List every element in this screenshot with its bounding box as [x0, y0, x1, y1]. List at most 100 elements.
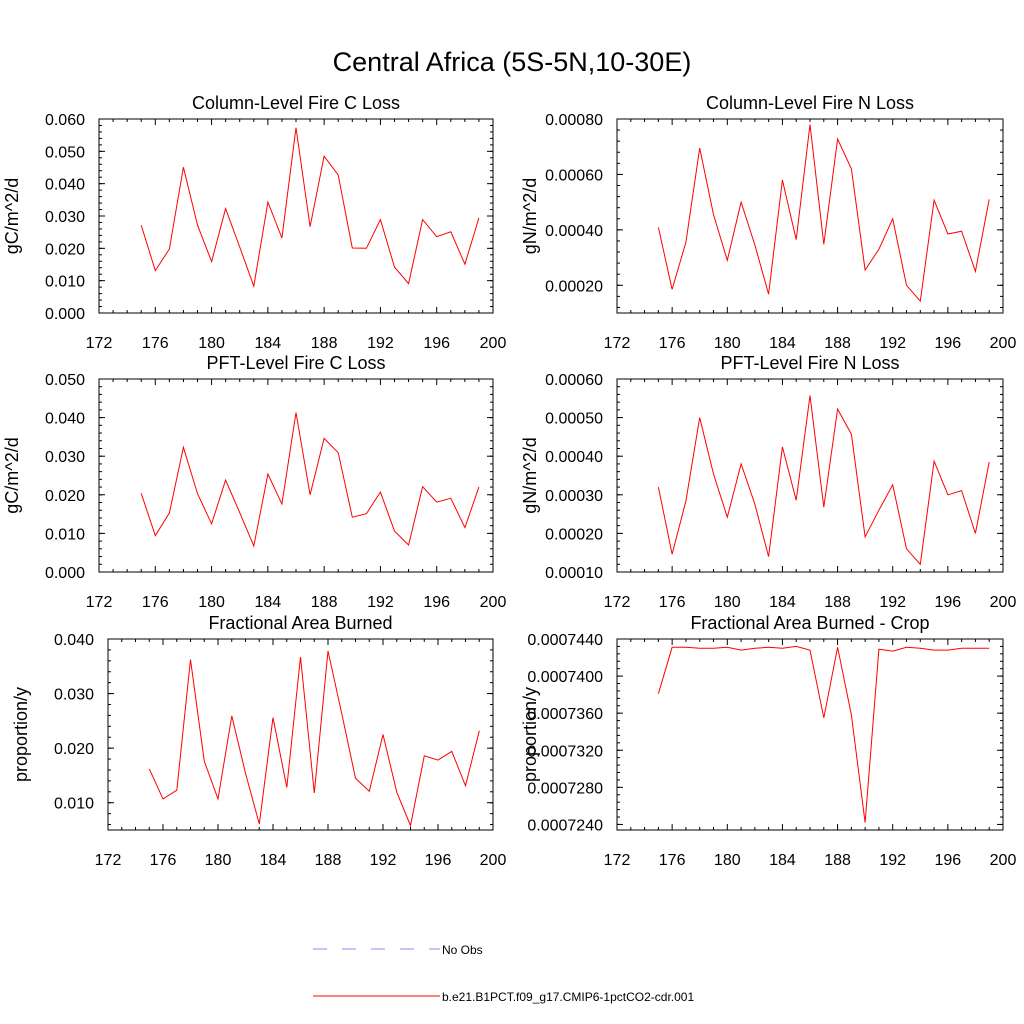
y-tick-label: 0.0007400	[527, 669, 603, 686]
x-tick-label: 176	[142, 335, 169, 352]
x-tick-label: 192	[879, 335, 906, 352]
x-tick-label: 188	[824, 594, 851, 611]
y-tick-label: 0.00060	[545, 372, 603, 389]
y-tick-label: 0.000	[45, 565, 85, 582]
y-tick-label: 0.000	[45, 306, 85, 323]
x-tick-label: 200	[480, 852, 507, 869]
x-tick-label: 184	[769, 594, 796, 611]
y-tick-label: 0.00020	[545, 278, 603, 295]
x-tick-label: 180	[198, 335, 225, 352]
panel-2: Column-Level Fire N Loss gN/m^2/d 172 176 18…	[520, 93, 1016, 352]
y-tick-label: 0.020	[54, 741, 94, 758]
series-line	[657, 645, 990, 823]
series-line	[148, 650, 480, 828]
legend-label-model: b.e21.B1PCT.f09_g17.CMIP6-1pctCO2-cdr.00…	[442, 990, 694, 1004]
x-tick-label: 180	[714, 852, 741, 869]
y-tick-label: 0.010	[45, 274, 85, 291]
plot-frame	[98, 118, 494, 314]
y-tick-label: 0.0007280	[527, 780, 603, 797]
x-tick-label: 200	[480, 335, 507, 352]
y-tick-label: 0.00060	[545, 167, 603, 184]
y-tick-label: 0.00040	[545, 449, 603, 466]
x-tick-label: 188	[824, 335, 851, 352]
x-tick-label: 192	[370, 852, 397, 869]
x-tick-label: 188	[311, 594, 338, 611]
x-tick-label: 200	[480, 594, 507, 611]
x-tick-label: 184	[260, 852, 287, 869]
x-tick-label: 176	[659, 852, 686, 869]
series-line	[140, 127, 480, 289]
series-line	[140, 412, 480, 548]
panel-1: Column-Level Fire C Loss gC/m^2/d 172 176 18…	[2, 93, 506, 352]
x-tick-label: 192	[367, 335, 394, 352]
series-line	[657, 124, 990, 303]
x-tick-label: 200	[990, 852, 1017, 869]
x-tick-label: 184	[255, 594, 282, 611]
y-tick-label: 0.00080	[545, 112, 603, 129]
panel-title: Fractional Area Burned	[208, 613, 392, 633]
x-tick-label: 188	[315, 852, 342, 869]
y-tick-label: 0.00010	[545, 565, 603, 582]
panel-title: PFT-Level Fire C Loss	[206, 353, 385, 373]
y-tick-label: 0.0007360	[527, 706, 603, 723]
x-tick-label: 172	[604, 852, 631, 869]
x-tick-label: 188	[824, 852, 851, 869]
x-tick-label: 196	[935, 335, 962, 352]
y-tick-label: 0.010	[45, 526, 85, 543]
y-axis-label: gC/m^2/d	[2, 437, 22, 513]
y-axis-label: gC/m^2/d	[2, 178, 22, 254]
x-tick-label: 180	[205, 852, 232, 869]
panel-4: PFT-Level Fire N Loss gN/m^2/d 172 176 180 18…	[520, 353, 1016, 611]
x-tick-label: 192	[879, 852, 906, 869]
y-tick-label: 0.020	[45, 488, 85, 505]
legend: No Obs b.e21.B1PCT.f09_g17.CMIP6-1pctCO2…	[313, 943, 694, 1004]
x-tick-label: 184	[769, 852, 796, 869]
x-tick-label: 180	[714, 335, 741, 352]
x-tick-label: 172	[604, 335, 631, 352]
panel-title: Column-Level Fire N Loss	[706, 93, 914, 113]
y-tick-label: 0.00040	[545, 223, 603, 240]
y-tick-label: 0.050	[45, 144, 85, 161]
x-tick-label: 184	[255, 335, 282, 352]
x-tick-label: 196	[423, 594, 450, 611]
y-tick-label: 0.030	[45, 449, 85, 466]
y-tick-label: 0.00030	[545, 488, 603, 505]
panel-5: Fractional Area Burned proportion/y 172 176…	[11, 613, 506, 869]
x-tick-label: 200	[990, 335, 1017, 352]
figure-title: Central Africa (5S-5N,10-30E)	[333, 47, 692, 77]
x-tick-label: 196	[425, 852, 452, 869]
x-tick-label: 180	[198, 594, 225, 611]
y-tick-label: 0.00020	[545, 526, 603, 543]
y-tick-label: 0.050	[45, 372, 85, 389]
series-line	[657, 395, 990, 566]
x-tick-label: 196	[935, 852, 962, 869]
x-tick-label: 176	[659, 594, 686, 611]
x-tick-label: 180	[714, 594, 741, 611]
x-tick-label: 172	[86, 594, 113, 611]
x-tick-label: 176	[150, 852, 177, 869]
x-tick-label: 196	[935, 594, 962, 611]
panel-3: PFT-Level Fire C Loss gC/m^2/d 172 176 180 18…	[2, 353, 506, 611]
plot-frame	[616, 638, 1004, 831]
panel-title: PFT-Level Fire N Loss	[720, 353, 899, 373]
x-tick-label: 188	[311, 335, 338, 352]
panel-title: Column-Level Fire C Loss	[192, 93, 400, 113]
x-tick-label: 200	[990, 594, 1017, 611]
y-tick-label: 0.020	[45, 241, 85, 258]
plot-frame	[98, 378, 494, 573]
x-tick-label: 184	[769, 335, 796, 352]
y-tick-label: 0.0007240	[527, 817, 603, 834]
x-tick-label: 172	[86, 335, 113, 352]
y-tick-label: 0.040	[45, 411, 85, 428]
y-tick-label: 0.040	[54, 632, 94, 649]
x-tick-label: 172	[95, 852, 122, 869]
y-tick-label: 0.0007440	[527, 632, 603, 649]
y-tick-label: 0.030	[45, 209, 85, 226]
panel-title: Fractional Area Burned - Crop	[690, 613, 929, 633]
y-axis-label: proportion/y	[520, 687, 540, 782]
y-tick-label: 0.00050	[545, 411, 603, 428]
y-tick-label: 0.030	[54, 687, 94, 704]
panel-grid: Column-Level Fire C Loss gC/m^2/d 172 176 18…	[2, 93, 1016, 869]
panel-6: Fractional Area Burned - Crop proportion/…	[520, 613, 1016, 869]
